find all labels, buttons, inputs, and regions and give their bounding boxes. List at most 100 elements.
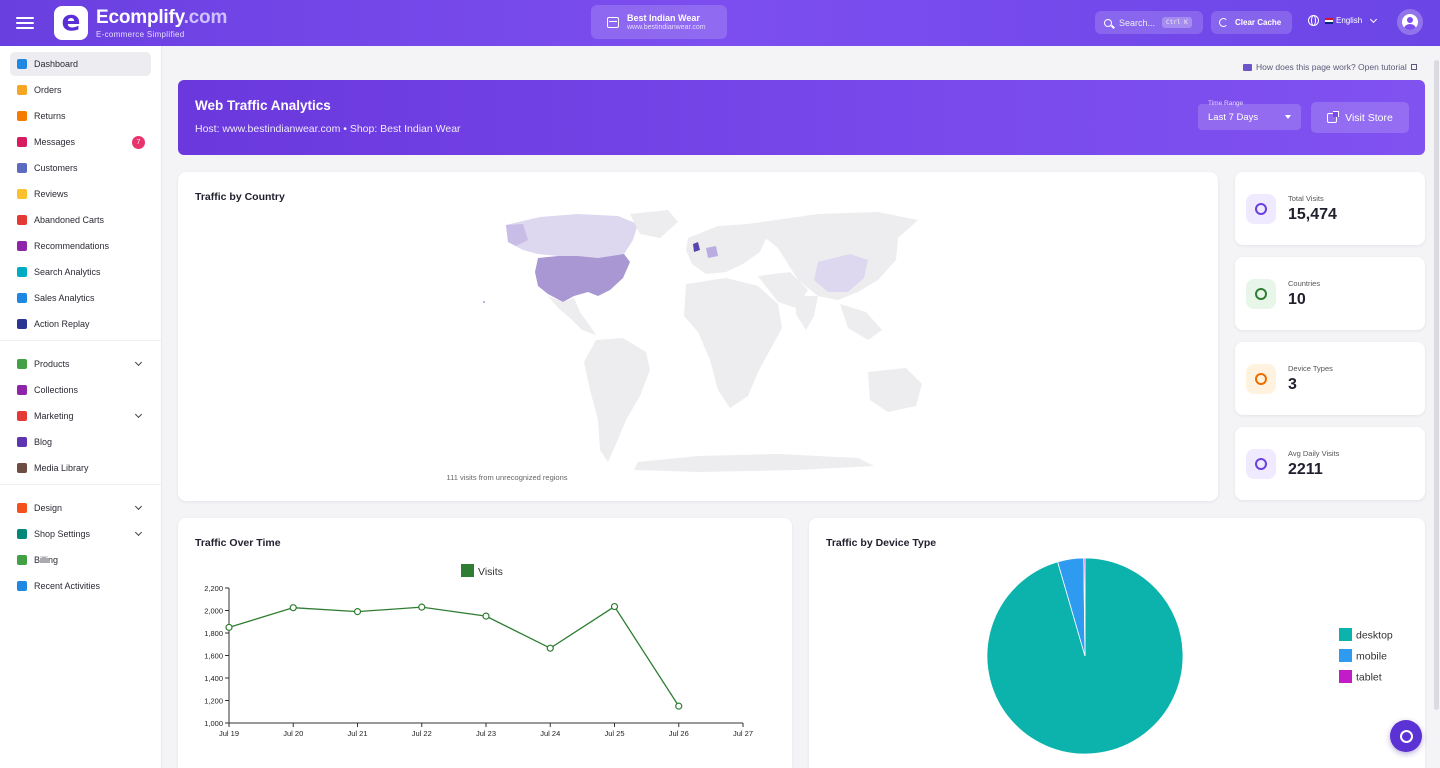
bar-chart-icon [17,293,27,303]
country-europe [686,224,768,274]
world-map [483,210,922,472]
x-tick-label: Jul 25 [604,729,624,738]
sidebar-item-label: Action Replay [34,319,90,329]
eye-icon [1246,449,1276,479]
legend-swatch-visits [461,564,474,577]
y-tick-label: 1,000 [204,719,223,728]
country-alaska [506,224,528,246]
sidebar-item-orders[interactable]: Orders [10,78,151,102]
return-arrow-icon [17,111,27,121]
x-tick-label: Jul 23 [476,729,496,738]
stat-value: 3 [1288,376,1297,393]
sidebar-item-blog[interactable]: Blog [10,430,151,454]
menu-icon[interactable] [16,17,34,29]
language-selector[interactable]: English [1308,15,1378,26]
sidebar-item-label: Messages [34,137,76,147]
tutorial-link[interactable]: How does this page work? Open tutorial [1243,62,1417,72]
sidebar-item-label: Search Analytics [34,267,101,277]
language-label: English [1336,16,1363,25]
country-southeast-asia [840,304,882,340]
sidebar-item-messages[interactable]: Messages 7 [10,130,151,154]
time-range-select[interactable]: Time Range Last 7 Days [1198,100,1301,130]
data-point-jul-22 [418,603,426,611]
trending-up-icon [1246,194,1276,224]
line-chart: Visits 1,000 1,200 1,400 1,600 1,800 2,000 2,20… [204,564,753,738]
sidebar-item-returns[interactable]: Returns [10,104,151,128]
legend-swatch-tablet [1339,670,1352,683]
sidebar-divider [0,484,162,485]
palette-icon [17,503,27,513]
chevron-down-icon [1370,15,1378,23]
devices-icon [1246,364,1276,394]
stat-value: 15,474 [1288,206,1337,223]
sidebar-item-label: Sales Analytics [34,293,95,303]
media-icon [17,463,27,473]
sidebar-item-abandoned-carts[interactable]: Abandoned Carts [10,208,151,232]
pin-icon [17,241,27,251]
sidebar-item-recommendations[interactable]: Recommendations [10,234,151,258]
logo-letter: e [61,4,81,37]
sidebar-item-label: Collections [34,385,79,395]
visit-store-label: Visit Store [1345,111,1393,124]
store-selector[interactable]: Best Indian Wear www.bestindianwear.com [591,5,727,39]
product-box-icon [17,359,27,369]
sidebar-item-collections[interactable]: Collections [10,378,151,402]
legend-swatch-desktop [1339,628,1352,641]
sidebar-item-media-library[interactable]: Media Library [10,456,151,480]
series-line-visits [228,605,680,707]
scrollbar[interactable] [1434,60,1439,710]
open-external-icon [1327,110,1340,123]
chevron-down-icon[interactable] [134,502,143,511]
search-input[interactable]: Search... Ctrl K [1095,11,1203,34]
clear-cache-button[interactable]: Clear Cache [1211,11,1292,34]
cart-icon [17,85,27,95]
stat-card-device-types: Device Types 3 [1235,342,1425,415]
sidebar-item-shop-settings[interactable]: Shop Settings [10,522,151,546]
country-russia [748,212,918,250]
country-uk [693,242,700,252]
sidebar-item-action-replay[interactable]: Action Replay [10,312,151,336]
chevron-down-icon[interactable] [134,358,143,367]
sidebar-item-recent-activities[interactable]: Recent Activities [10,574,151,598]
megaphone-icon [17,411,27,421]
brand-name: Ecomplify.com [96,6,228,28]
collection-icon [17,385,27,395]
chevron-down-icon[interactable] [134,528,143,537]
sidebar-item-customers[interactable]: Customers [10,156,151,180]
support-button[interactable] [1390,720,1422,752]
avatar[interactable] [1397,9,1423,35]
star-icon [17,189,27,199]
sidebar-item-label: Recent Activities [34,581,101,591]
sidebar-item-dashboard[interactable]: Dashboard [10,52,151,76]
country-africa [684,278,782,408]
sidebar-item-products[interactable]: Products [10,352,151,376]
sidebar-item-label: Returns [34,111,66,121]
logo[interactable]: e [54,6,88,40]
pie-chart-title: Traffic by Device Type [826,537,937,549]
refresh-icon [1219,18,1228,27]
sidebar-item-design[interactable]: Design [10,496,151,520]
legend-label-tablet: tablet [1356,672,1382,684]
legend-label-mobile: mobile [1356,651,1387,663]
caret-down-icon [1285,115,1291,119]
uk-flag-icon [1325,17,1333,24]
sidebar-item-label: Blog [34,437,53,447]
sidebar-item-billing[interactable]: Billing [10,548,151,572]
unrecognized-visits-note: 111 visits from unrecognized regions [446,473,568,482]
sidebar-item-marketing[interactable]: Marketing [10,404,151,428]
sidebar-item-sales-analytics[interactable]: Sales Analytics [10,286,151,310]
sidebar-item-search-analytics[interactable]: Search Analytics [10,260,151,284]
clapper-icon [17,319,27,329]
remove-cart-icon [17,215,27,225]
y-tick-label: 1,400 [204,674,223,683]
data-point-jul-20 [289,604,297,612]
legend-label-desktop: desktop [1356,630,1393,642]
sidebar-item-reviews[interactable]: Reviews [10,182,151,206]
sidebar-divider [0,340,162,341]
visit-store-button[interactable]: Visit Store [1311,102,1409,133]
x-tick-label: Jul 26 [669,729,689,738]
chevron-down-icon[interactable] [134,410,143,419]
search-placeholder: Search... [1119,17,1156,28]
external-link-icon [1410,64,1417,70]
country-china [814,254,868,292]
